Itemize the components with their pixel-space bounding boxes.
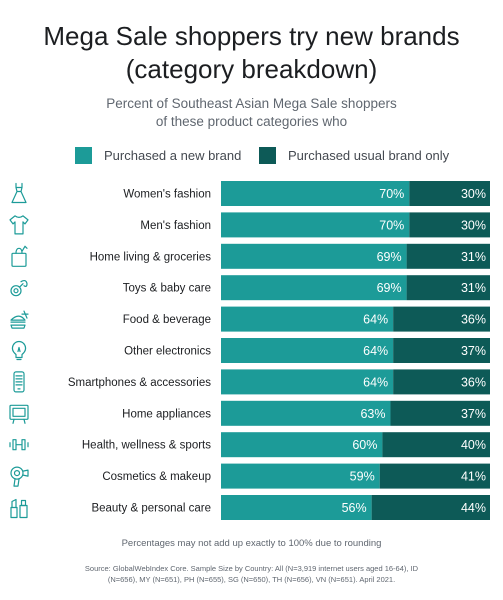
bar-new-brand bbox=[221, 463, 380, 489]
lipstick-icon bbox=[10, 498, 28, 519]
chart-title-line-1: Mega Sale shoppers try new brands bbox=[43, 21, 460, 51]
category-label: Food & beverage bbox=[123, 314, 211, 326]
value-label-new-brand: 69% bbox=[377, 250, 402, 264]
dress-icon bbox=[11, 182, 27, 204]
source-note-line-2: (N=656), MY (N=651), PH (N=655), SG (N=6… bbox=[107, 575, 396, 584]
source-note-line-1: Source: GlobalWebIndex Core. Sample Size… bbox=[84, 564, 419, 573]
chart-subtitle-line-2: of these product categories who bbox=[155, 114, 348, 129]
bar-new-brand bbox=[221, 306, 394, 332]
category-label: Cosmetics & makeup bbox=[102, 471, 211, 483]
bar-usual-brand bbox=[393, 338, 490, 363]
value-label-new-brand: 60% bbox=[352, 438, 377, 452]
value-label-usual-brand: 36% bbox=[461, 375, 486, 389]
bar-new-brand bbox=[221, 212, 410, 238]
bar-usual-brand bbox=[390, 400, 490, 426]
category-label: Women's fashion bbox=[123, 189, 211, 201]
category-label: Men's fashion bbox=[140, 220, 211, 232]
burger-icon bbox=[10, 310, 29, 329]
lightbulb-icon bbox=[11, 340, 27, 361]
grocery-bag-icon bbox=[11, 245, 28, 267]
value-label-new-brand: 64% bbox=[363, 344, 388, 358]
smartphone-icon bbox=[13, 371, 25, 393]
chart-subtitle: Percent of Southeast Asian Mega Sale sho… bbox=[0, 95, 503, 131]
value-label-new-brand: 70% bbox=[379, 187, 404, 201]
bar-usual-brand bbox=[393, 369, 490, 395]
value-label-usual-brand: 31% bbox=[461, 250, 486, 264]
value-label-usual-brand: 30% bbox=[461, 187, 486, 201]
bar-new-brand bbox=[221, 495, 372, 520]
bar-new-brand bbox=[221, 432, 383, 458]
value-label-new-brand: 70% bbox=[379, 218, 404, 232]
bar-usual-brand bbox=[406, 243, 490, 269]
dumbbell-icon bbox=[9, 439, 29, 451]
bar-usual-brand bbox=[409, 212, 490, 238]
bar-usual-brand bbox=[409, 181, 490, 206]
value-label-new-brand: 63% bbox=[360, 407, 385, 421]
value-label-usual-brand: 37% bbox=[461, 407, 486, 421]
legend-label-new-brand: Purchased a new brand bbox=[104, 147, 242, 163]
category-label: Other electronics bbox=[124, 346, 211, 358]
value-label-new-brand: 59% bbox=[350, 470, 375, 484]
pacifier-icon bbox=[10, 279, 28, 297]
category-label: Home living & groceries bbox=[90, 251, 212, 263]
bar-usual-brand bbox=[382, 432, 490, 458]
bar-new-brand bbox=[221, 400, 391, 426]
value-label-usual-brand: 36% bbox=[461, 313, 486, 327]
category-label: Health, wellness & sports bbox=[82, 440, 211, 452]
value-label-usual-brand: 37% bbox=[461, 344, 486, 358]
value-label-new-brand: 64% bbox=[363, 313, 388, 327]
value-label-new-brand: 56% bbox=[342, 501, 367, 515]
legend: Purchased a new brand Purchased usual br… bbox=[0, 146, 503, 164]
value-label-new-brand: 69% bbox=[377, 281, 402, 295]
bar-new-brand bbox=[221, 243, 407, 269]
chart-title-line-2: (category breakdown) bbox=[125, 54, 378, 84]
value-label-usual-brand: 31% bbox=[461, 281, 486, 295]
category-label: Home appliances bbox=[122, 408, 211, 420]
legend-label-usual-brand: Purchased usual brand only bbox=[288, 147, 450, 163]
bar-new-brand bbox=[221, 275, 407, 301]
value-label-usual-brand: 40% bbox=[461, 438, 486, 452]
legend-item-usual-brand: Purchased usual brand only bbox=[259, 146, 449, 164]
value-label-usual-brand: 41% bbox=[461, 470, 486, 484]
footnote: Percentages may not add up exactly to 10… bbox=[121, 538, 382, 549]
legend-item-new-brand: Purchased a new brand bbox=[75, 146, 241, 164]
bar-usual-brand bbox=[379, 463, 490, 489]
bar-new-brand bbox=[221, 338, 394, 363]
bar-usual-brand bbox=[393, 306, 490, 332]
category-label: Beauty & personal care bbox=[91, 503, 211, 515]
value-label-usual-brand: 44% bbox=[461, 501, 486, 515]
bar-usual-brand bbox=[406, 275, 490, 301]
chart-subtitle-line-1: Percent of Southeast Asian Mega Sale sho… bbox=[106, 96, 397, 111]
legend-swatch-usual-brand bbox=[259, 146, 276, 164]
value-label-usual-brand: 30% bbox=[461, 218, 486, 232]
legend-swatch-new-brand bbox=[75, 146, 92, 164]
category-label: Toys & baby care bbox=[123, 283, 211, 295]
category-label: Smartphones & accessories bbox=[68, 377, 211, 389]
source-note: Source: GlobalWebIndex Core. Sample Size… bbox=[40, 563, 463, 585]
bar-new-brand bbox=[221, 181, 410, 206]
value-label-new-brand: 64% bbox=[363, 375, 388, 389]
bar-usual-brand bbox=[371, 495, 490, 520]
chart-title: Mega Sale shoppers try new brands (categ… bbox=[0, 20, 503, 86]
bar-new-brand bbox=[221, 369, 394, 395]
tv-icon bbox=[9, 404, 29, 424]
shirt-icon bbox=[9, 215, 29, 235]
hairdryer-icon bbox=[10, 466, 29, 487]
